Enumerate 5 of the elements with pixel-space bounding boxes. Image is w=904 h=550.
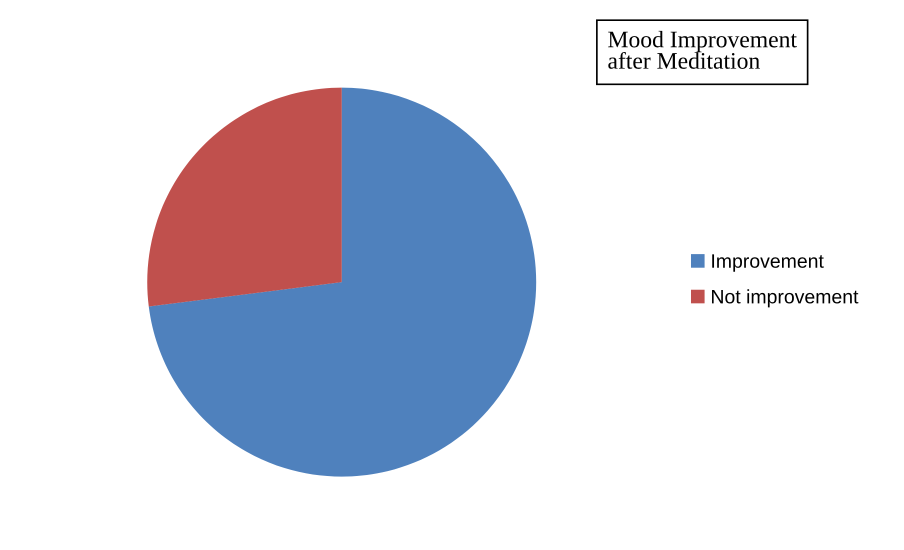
legend-label: Improvement bbox=[712, 254, 824, 272]
chart-title: Mood Improvement after Meditation bbox=[608, 30, 797, 69]
pie-slice bbox=[148, 88, 536, 477]
legend-label: Not improvement bbox=[712, 289, 858, 308]
pie-slice bbox=[147, 88, 342, 307]
